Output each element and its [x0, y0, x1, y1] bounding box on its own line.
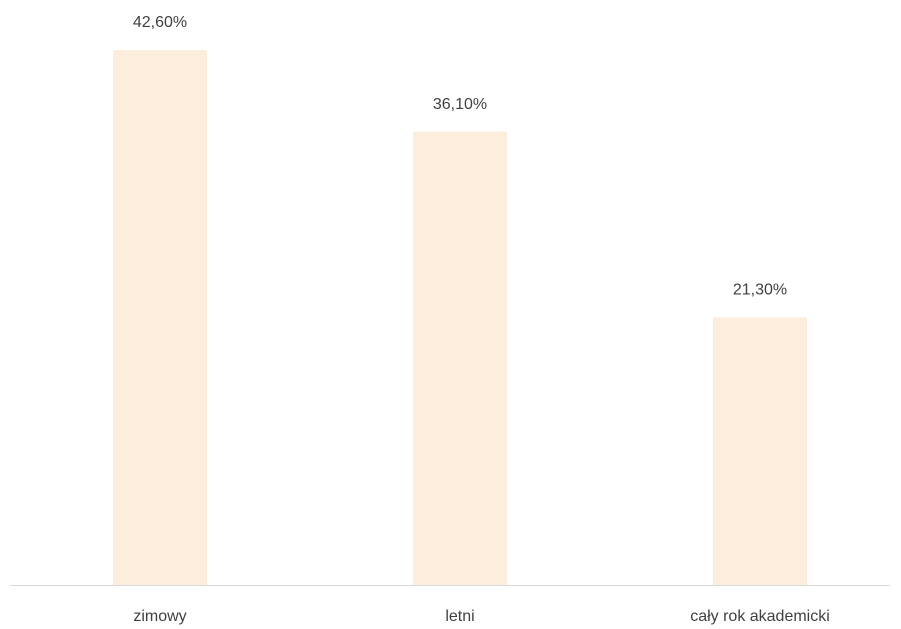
- bar: [113, 50, 207, 585]
- value-label: 21,30%: [733, 282, 787, 299]
- bar: [413, 131, 507, 585]
- x-tick-label: zimowy: [133, 608, 186, 625]
- x-tick-label: cały rok akademicki: [690, 608, 830, 625]
- value-label: 42,60%: [133, 14, 187, 31]
- bar: [713, 317, 807, 585]
- x-tick-label: letni: [445, 608, 474, 625]
- value-label: 36,10%: [433, 96, 487, 113]
